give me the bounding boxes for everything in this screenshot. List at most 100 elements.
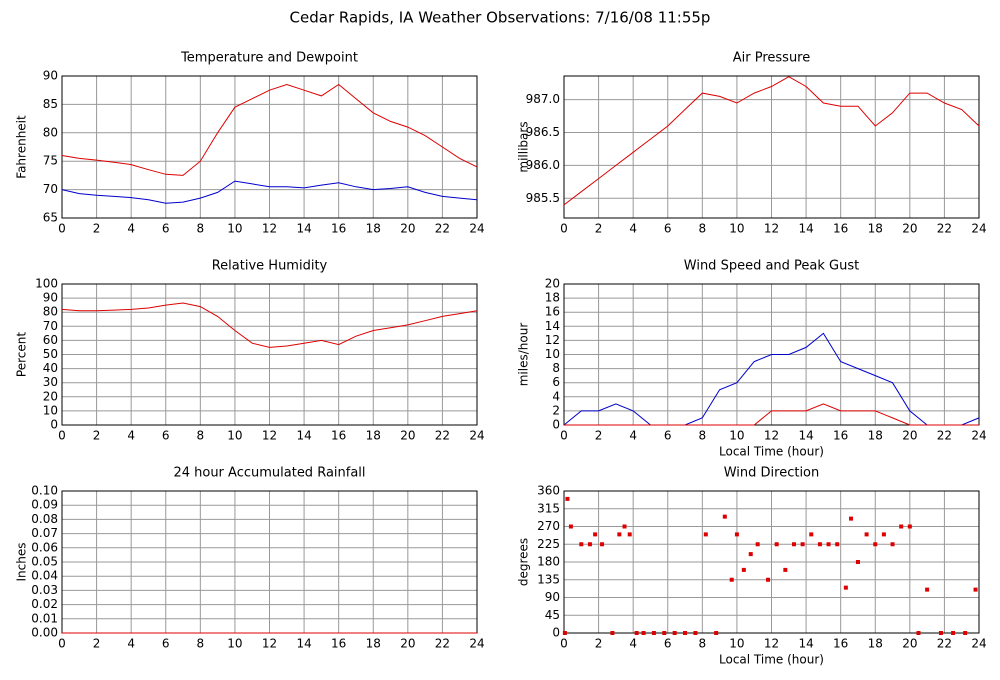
- x-tick-label: 2: [93, 222, 101, 236]
- scatter-point: [748, 552, 753, 557]
- y-tick-label: 360: [537, 484, 560, 498]
- scatter-point: [703, 532, 708, 537]
- y-tick-label: 0.06: [31, 540, 58, 554]
- x-tick-label: 10: [227, 429, 242, 443]
- x-tick-label: 24: [971, 637, 986, 651]
- y-tick-label: 40: [43, 361, 58, 375]
- y-axis-label: millibars: [517, 121, 531, 172]
- panel-title: Temperature and Dewpoint: [180, 51, 358, 66]
- x-tick-label: 24: [469, 637, 484, 651]
- scatter-point: [951, 631, 956, 635]
- y-tick-label: 0.03: [31, 583, 58, 597]
- y-tick-label: 0: [552, 418, 560, 432]
- panel-title: Relative Humidity: [212, 259, 328, 274]
- y-tick-label: 0.02: [31, 597, 58, 611]
- x-tick-label: 24: [469, 222, 484, 236]
- x-tick-label: 4: [629, 637, 637, 651]
- scatter-point: [783, 567, 788, 572]
- y-axis-label: miles/hour: [517, 323, 531, 387]
- scatter-point: [627, 532, 632, 537]
- y-tick-label: 4: [552, 389, 560, 403]
- y-tick-label: 8: [552, 361, 560, 375]
- y-tick-label: 0.10: [31, 484, 58, 498]
- y-tick-label: 0.04: [31, 569, 58, 583]
- plot-frame: [563, 75, 980, 219]
- x-tick-label: 12: [764, 429, 779, 443]
- x-tick-label: 20: [400, 429, 415, 443]
- scatter-point: [634, 631, 639, 635]
- x-axis-label: Local Time (hour): [719, 445, 824, 459]
- y-tick-label: 0.05: [31, 555, 58, 569]
- y-tick-label: 270: [537, 519, 560, 533]
- x-tick-label: 20: [400, 222, 415, 236]
- panel-title: 24 hour Accumulated Rainfall: [173, 466, 365, 481]
- x-tick-label: 18: [366, 637, 381, 651]
- series-line: [61, 83, 478, 176]
- scatter-point: [722, 514, 727, 519]
- x-tick-label: 18: [868, 429, 883, 443]
- x-tick-label: 12: [262, 429, 277, 443]
- y-tick-label: 18: [545, 291, 560, 305]
- x-tick-label: 22: [937, 222, 952, 236]
- y-tick-label: 20: [545, 277, 560, 291]
- x-tick-label: 16: [331, 637, 346, 651]
- y-tick-label: 16: [545, 305, 560, 319]
- x-tick-label: 10: [729, 222, 744, 236]
- scatter-point: [890, 542, 895, 547]
- x-tick-label: 20: [400, 637, 415, 651]
- x-tick-label: 20: [902, 637, 917, 651]
- x-tick-label: 10: [227, 637, 242, 651]
- x-tick-label: 2: [595, 637, 603, 651]
- plot-frame: [563, 283, 980, 426]
- x-tick-label: 6: [664, 637, 672, 651]
- series-line: [563, 76, 980, 206]
- scatter-point: [938, 631, 943, 635]
- x-tick-label: 14: [296, 637, 311, 651]
- x-tick-label: 10: [729, 429, 744, 443]
- x-tick-label: 22: [435, 222, 450, 236]
- x-tick-label: 14: [296, 222, 311, 236]
- scatter-point: [600, 542, 605, 547]
- x-tick-label: 10: [227, 222, 242, 236]
- scatter-point: [907, 524, 912, 529]
- x-tick-label: 18: [868, 637, 883, 651]
- y-tick-label: 12: [545, 333, 560, 347]
- scatter-point: [565, 496, 570, 501]
- scatter-point: [755, 542, 760, 547]
- plot-frame: [61, 283, 478, 426]
- y-axis-label: Inches: [15, 543, 29, 582]
- y-tick-label: 65: [43, 211, 58, 225]
- x-tick-label: 14: [798, 637, 813, 651]
- series-line: [564, 403, 979, 426]
- scatter-point: [568, 524, 573, 529]
- scatter-point: [809, 532, 814, 537]
- x-tick-label: 0: [560, 429, 568, 443]
- x-tick-label: 14: [798, 222, 813, 236]
- scatter-point: [593, 532, 598, 537]
- y-axis-label: degrees: [517, 538, 531, 586]
- x-tick-label: 6: [162, 637, 170, 651]
- y-tick-label: 985.5: [526, 191, 560, 205]
- scatter-point: [855, 560, 860, 564]
- scatter-point: [587, 542, 592, 547]
- panel-title: Wind Speed and Peak Gust: [684, 259, 859, 274]
- x-tick-label: 14: [798, 429, 813, 443]
- scatter-point: [579, 542, 584, 547]
- x-tick-label: 22: [435, 637, 450, 651]
- scatter-point: [641, 631, 646, 635]
- x-tick-label: 24: [971, 429, 986, 443]
- scatter-point: [873, 542, 878, 547]
- x-tick-label: 10: [729, 637, 744, 651]
- scatter-point: [651, 631, 656, 635]
- x-tick-label: 2: [595, 429, 603, 443]
- x-tick-label: 16: [331, 222, 346, 236]
- x-tick-label: 16: [331, 429, 346, 443]
- y-tick-label: 10: [43, 403, 58, 417]
- x-tick-label: 16: [833, 429, 848, 443]
- panel-title: Air Pressure: [733, 51, 811, 66]
- scatter-point: [683, 631, 688, 635]
- scatter-point: [617, 532, 622, 537]
- y-tick-label: 14: [545, 319, 560, 333]
- scatter-point: [849, 516, 854, 521]
- x-tick-label: 8: [699, 429, 707, 443]
